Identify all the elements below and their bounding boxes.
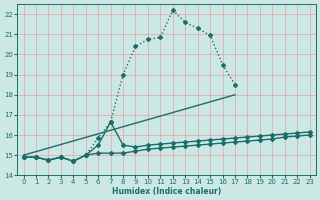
X-axis label: Humidex (Indice chaleur): Humidex (Indice chaleur) xyxy=(112,187,221,196)
